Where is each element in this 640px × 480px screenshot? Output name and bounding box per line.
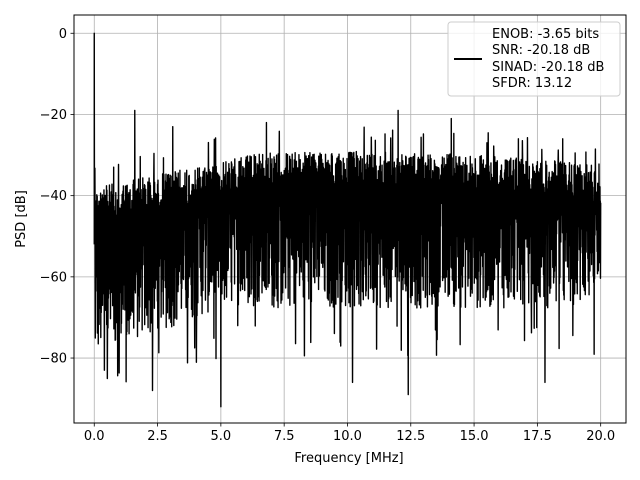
x-axis-label: Frequency [MHz] (294, 451, 403, 466)
x-tick-label: 0.0 (84, 429, 105, 444)
y-tick-label: −40 (40, 189, 67, 204)
x-tick-label: 20.0 (586, 429, 615, 444)
y-tick-label: −80 (40, 352, 67, 367)
legend-sinad: SINAD: -20.18 dB (492, 60, 604, 75)
y-axis-label: PSD [dB] (14, 190, 29, 248)
x-tick-label: 7.5 (274, 429, 295, 444)
legend: ENOB: -3.65 bits SNR: -20.18 dB SINAD: -… (447, 21, 621, 97)
y-tick-label: −60 (40, 270, 67, 285)
x-tick-label: 2.5 (147, 429, 168, 444)
x-tick-label: 15.0 (460, 429, 489, 444)
x-tick-label: 10.0 (333, 429, 362, 444)
x-tick-label: 17.5 (523, 429, 552, 444)
x-tick-label: 12.5 (396, 429, 425, 444)
ticks: 0.0 2.5 5.0 7.5 10.0 12.5 15.0 17.5 20.0 0 −20 −40 −… (40, 27, 616, 444)
y-tick-label: 0 (59, 27, 67, 42)
y-tick-label: −20 (40, 108, 67, 123)
legend-sfdr: SFDR: 13.12 (492, 76, 572, 91)
legend-snr: SNR: -20.18 dB (492, 43, 590, 58)
plot-frame (73, 14, 627, 424)
psd-trace-line (93, 32, 602, 408)
legend-box (447, 21, 621, 97)
x-tick-label: 5.0 (211, 429, 232, 444)
legend-enob: ENOB: -3.65 bits (492, 27, 599, 42)
series-psd (93, 32, 602, 408)
